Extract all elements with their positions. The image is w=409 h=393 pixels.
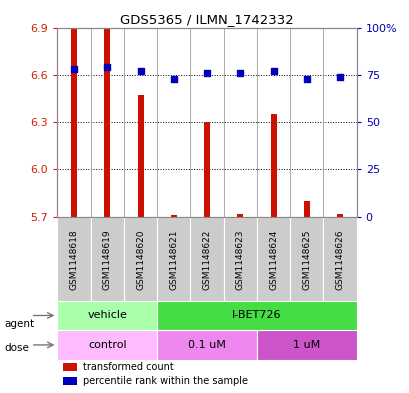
Bar bbox=[190, 217, 223, 301]
Bar bbox=[157, 301, 356, 330]
Text: control: control bbox=[88, 340, 126, 350]
Point bbox=[336, 73, 342, 80]
Text: dose: dose bbox=[4, 343, 29, 353]
Bar bbox=[270, 114, 276, 217]
Bar bbox=[237, 213, 243, 217]
Point bbox=[137, 68, 144, 74]
Bar bbox=[63, 363, 76, 371]
Text: vehicle: vehicle bbox=[87, 310, 127, 321]
Text: GSM1148619: GSM1148619 bbox=[103, 229, 112, 290]
Point bbox=[104, 64, 110, 70]
Bar bbox=[223, 217, 256, 301]
Bar bbox=[124, 217, 157, 301]
Bar bbox=[137, 95, 143, 217]
Text: agent: agent bbox=[4, 319, 34, 329]
Text: GSM1148625: GSM1148625 bbox=[301, 229, 310, 290]
Bar bbox=[290, 217, 323, 301]
Point bbox=[236, 70, 243, 76]
Point bbox=[270, 68, 276, 74]
Bar bbox=[157, 217, 190, 301]
Point bbox=[303, 75, 309, 82]
Text: percentile rank within the sample: percentile rank within the sample bbox=[83, 376, 247, 386]
Text: transformed count: transformed count bbox=[83, 362, 173, 373]
Bar bbox=[323, 217, 356, 301]
Text: 0.1 uM: 0.1 uM bbox=[188, 340, 225, 350]
Text: I-BET726: I-BET726 bbox=[231, 310, 281, 321]
Bar bbox=[104, 28, 110, 217]
Text: GSM1148626: GSM1148626 bbox=[335, 229, 344, 290]
Point bbox=[170, 75, 177, 82]
Text: GSM1148618: GSM1148618 bbox=[70, 229, 79, 290]
Point bbox=[71, 66, 77, 72]
Bar bbox=[57, 217, 90, 301]
Bar bbox=[90, 217, 124, 301]
Bar bbox=[171, 215, 176, 217]
Text: GSM1148622: GSM1148622 bbox=[202, 229, 211, 290]
Point bbox=[203, 70, 210, 76]
Bar bbox=[57, 330, 157, 360]
Text: GSM1148621: GSM1148621 bbox=[169, 229, 178, 290]
Bar bbox=[336, 213, 342, 217]
Bar bbox=[204, 122, 209, 217]
Bar bbox=[63, 377, 76, 386]
Text: GSM1148624: GSM1148624 bbox=[268, 229, 277, 290]
Bar bbox=[256, 330, 356, 360]
Bar bbox=[157, 330, 256, 360]
Title: GDS5365 / ILMN_1742332: GDS5365 / ILMN_1742332 bbox=[120, 13, 293, 26]
Text: GSM1148620: GSM1148620 bbox=[136, 229, 145, 290]
Bar bbox=[303, 201, 309, 217]
Bar bbox=[71, 28, 77, 217]
Bar bbox=[57, 301, 157, 330]
Text: GSM1148623: GSM1148623 bbox=[235, 229, 244, 290]
Text: 1 uM: 1 uM bbox=[292, 340, 320, 350]
Bar bbox=[256, 217, 290, 301]
